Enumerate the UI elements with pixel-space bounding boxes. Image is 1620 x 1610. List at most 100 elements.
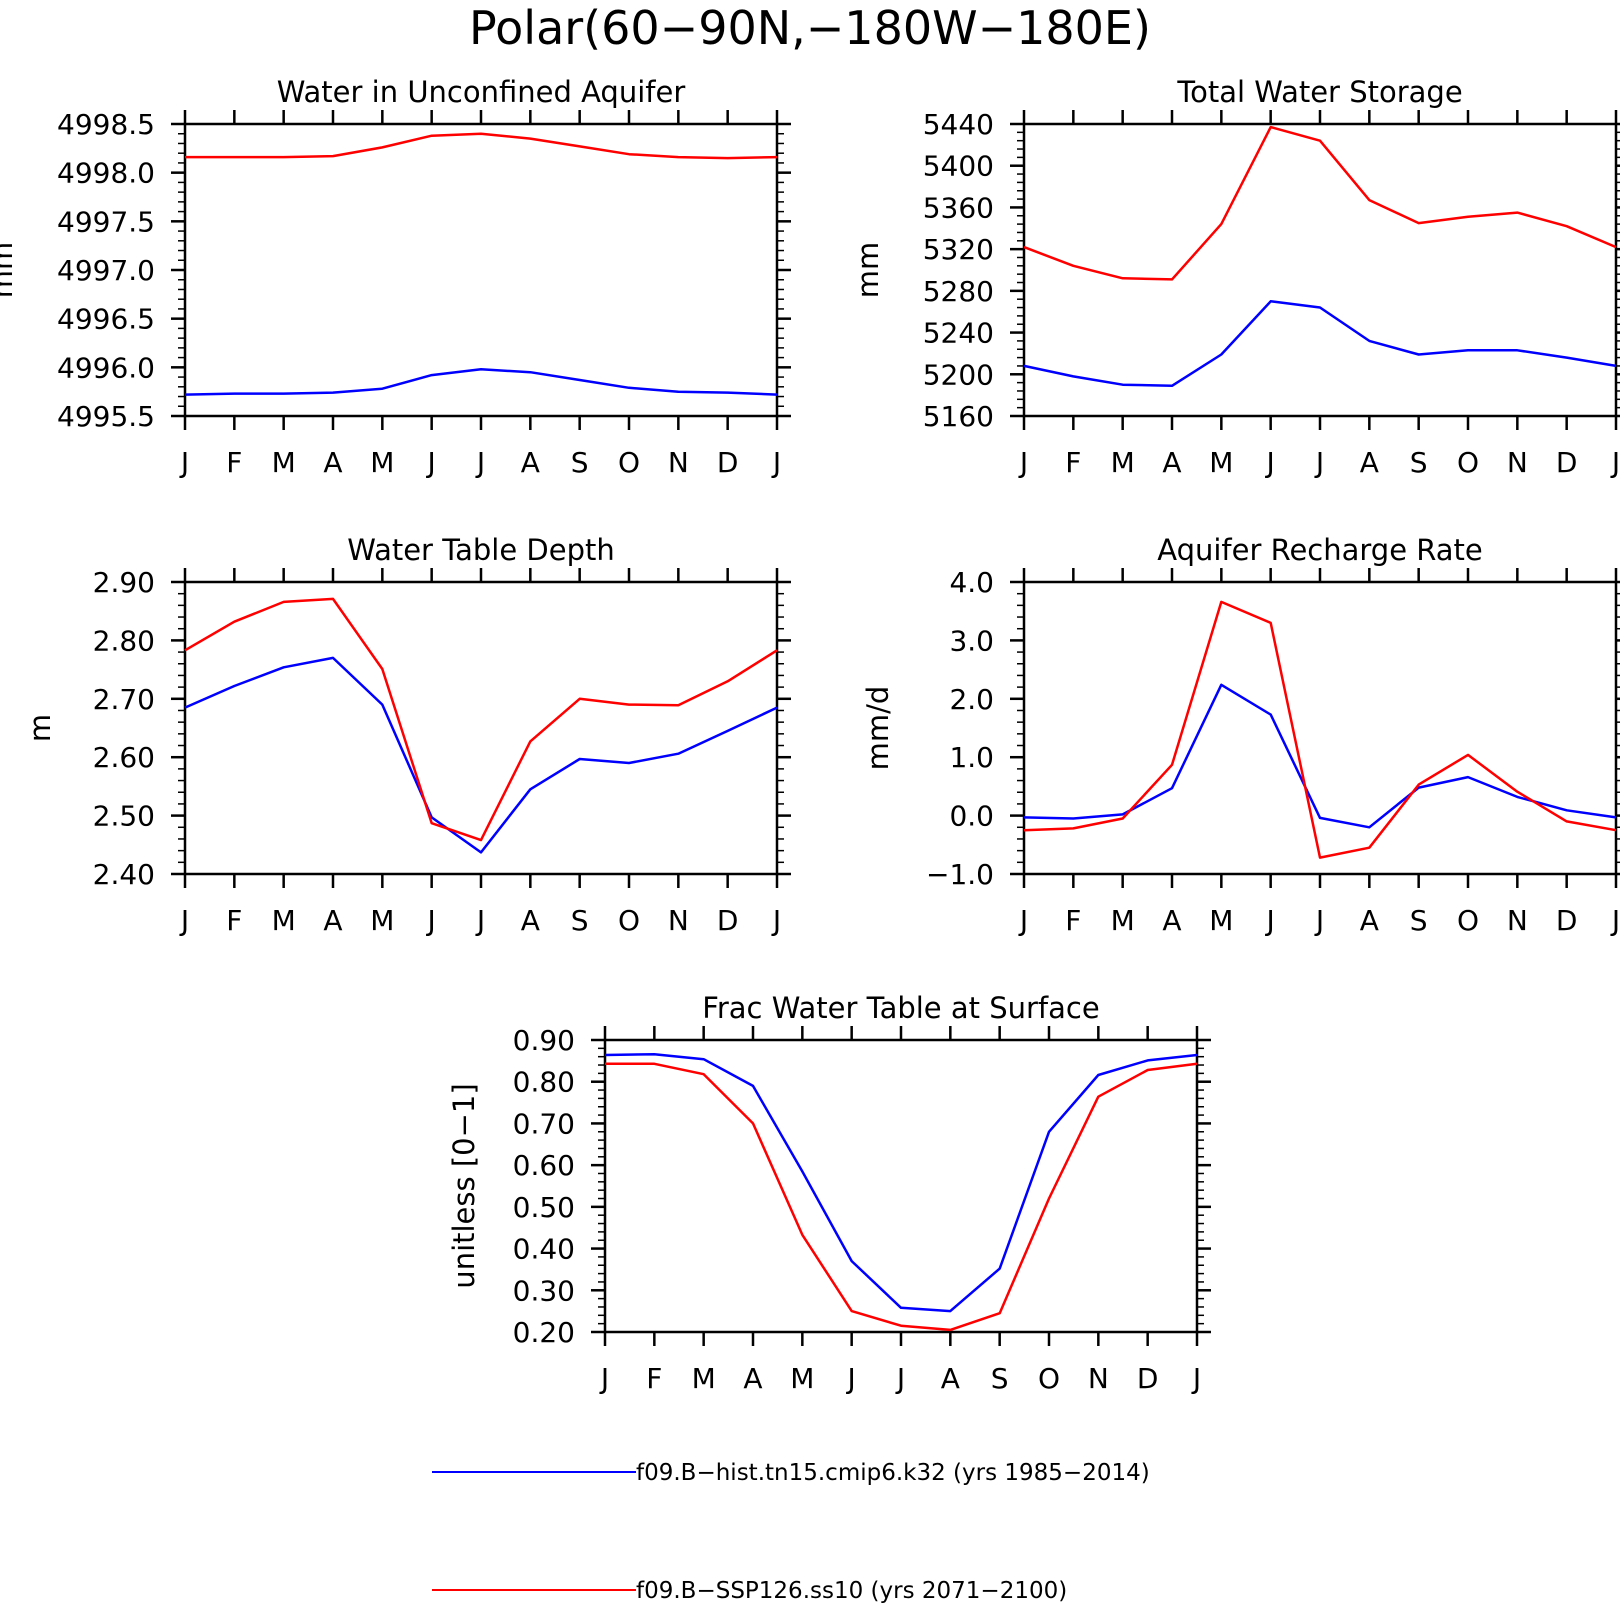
legend-entry: f09.B−SSP126.ss10 (yrs 2071−2100) bbox=[432, 1578, 1067, 1604]
x-tick-label: N bbox=[668, 904, 689, 937]
legend-label: f09.B−SSP126.ss10 (yrs 2071−2100) bbox=[636, 1578, 1067, 1604]
x-tick-label: A bbox=[1162, 904, 1181, 937]
x-tick-label: J bbox=[599, 1362, 609, 1395]
y-tick-label: 0.20 bbox=[513, 1316, 575, 1349]
x-tick-label: J bbox=[1610, 904, 1620, 937]
series-line bbox=[1023, 300, 1617, 388]
x-tick-label: J bbox=[475, 904, 485, 937]
x-tick-label: J bbox=[1265, 904, 1275, 937]
x-tick-label: A bbox=[521, 446, 540, 479]
y-tick-label: 5360 bbox=[923, 191, 994, 224]
x-tick-label: N bbox=[1088, 1362, 1109, 1395]
y-tick-label: 4997.0 bbox=[57, 254, 155, 287]
x-tick-label: N bbox=[1507, 446, 1528, 479]
x-tick-label: J bbox=[1018, 904, 1028, 937]
plot-frame bbox=[1022, 580, 1618, 876]
series-line bbox=[604, 1052, 1198, 1313]
y-tick-label: 0.90 bbox=[513, 1024, 575, 1057]
chart-panel: Frac Water Table at Surface unitless [0−1… bbox=[447, 991, 1211, 1395]
series-line bbox=[184, 368, 778, 396]
x-tick-label: O bbox=[1457, 904, 1479, 937]
y-axis-label: mm bbox=[0, 242, 19, 299]
y-tick-label: 5400 bbox=[923, 150, 994, 183]
y-tick-label: 2.40 bbox=[93, 858, 155, 891]
x-tick-label: M bbox=[370, 446, 394, 479]
legend-label: f09.B−hist.tn15.cmip6.k32 (yrs 1985−2014… bbox=[636, 1460, 1150, 1486]
y-tick-label: 4.0 bbox=[949, 566, 994, 599]
x-tick-label: M bbox=[790, 1362, 814, 1395]
y-tick-label: 0.70 bbox=[513, 1107, 575, 1140]
x-tick-label: A bbox=[323, 904, 342, 937]
x-tick-label: O bbox=[618, 904, 640, 937]
x-tick-label: M bbox=[1111, 446, 1135, 479]
plot-frame bbox=[183, 122, 779, 418]
x-tick-label: A bbox=[1162, 446, 1181, 479]
x-tick-label: A bbox=[1360, 904, 1379, 937]
y-tick-label: −1.0 bbox=[926, 858, 994, 891]
y-axis-label: unitless [0−1] bbox=[447, 1083, 481, 1288]
y-tick-label: 4996.5 bbox=[57, 303, 155, 336]
x-tick-label: J bbox=[1191, 1362, 1201, 1395]
x-tick-label: M bbox=[1111, 904, 1135, 937]
x-tick-label: J bbox=[179, 904, 189, 937]
y-tick-label: 2.80 bbox=[93, 624, 155, 657]
x-tick-label: S bbox=[571, 446, 589, 479]
x-tick-label: A bbox=[323, 446, 342, 479]
chart-title: Water in Unconfined Aquifer bbox=[277, 75, 686, 109]
x-tick-label: J bbox=[426, 904, 436, 937]
y-tick-label: 0.80 bbox=[513, 1066, 575, 1099]
y-axis-label: mm/d bbox=[861, 686, 895, 771]
x-tick-label: J bbox=[771, 446, 781, 479]
x-tick-label: D bbox=[717, 446, 739, 479]
x-tick-label: M bbox=[692, 1362, 716, 1395]
x-tick-label: M bbox=[1209, 446, 1233, 479]
x-tick-label: J bbox=[426, 446, 436, 479]
plot-frame bbox=[603, 1038, 1199, 1334]
y-tick-label: 3.0 bbox=[949, 624, 994, 657]
x-tick-label: F bbox=[646, 1362, 662, 1395]
series-line bbox=[184, 656, 778, 854]
chart-title: Aquifer Recharge Rate bbox=[1157, 533, 1483, 567]
y-tick-label: 4995.5 bbox=[57, 400, 155, 433]
x-tick-label: N bbox=[1507, 904, 1528, 937]
x-tick-label: J bbox=[895, 1362, 905, 1395]
y-tick-label: 0.40 bbox=[513, 1233, 575, 1266]
x-tick-label: J bbox=[475, 446, 485, 479]
x-tick-label: A bbox=[743, 1362, 762, 1395]
x-tick-label: M bbox=[272, 446, 296, 479]
y-tick-label: 4998.5 bbox=[57, 108, 155, 141]
x-tick-label: M bbox=[370, 904, 394, 937]
x-tick-label: J bbox=[1018, 446, 1028, 479]
y-tick-label: 5200 bbox=[923, 358, 994, 391]
x-tick-label: A bbox=[521, 904, 540, 937]
y-tick-label: 2.90 bbox=[93, 566, 155, 599]
chart-title: Water Table Depth bbox=[347, 533, 615, 567]
y-tick-label: 5440 bbox=[923, 108, 994, 141]
x-tick-label: M bbox=[272, 904, 296, 937]
series-line bbox=[1023, 600, 1617, 859]
x-tick-label: D bbox=[1137, 1362, 1159, 1395]
y-axis-label: mm bbox=[851, 242, 885, 299]
series-line bbox=[1023, 125, 1617, 281]
y-tick-label: 1.0 bbox=[949, 741, 994, 774]
y-tick-label: 4996.0 bbox=[57, 351, 155, 384]
figure-title: Polar(60−90N,−180W−180E) bbox=[469, 1, 1151, 55]
x-tick-label: N bbox=[668, 446, 689, 479]
legend: f09.B−hist.tn15.cmip6.k32 (yrs 1985−2014… bbox=[432, 1460, 1150, 1604]
y-tick-label: 5320 bbox=[923, 233, 994, 266]
x-tick-label: A bbox=[941, 1362, 960, 1395]
y-tick-label: 5280 bbox=[923, 275, 994, 308]
x-tick-label: J bbox=[179, 446, 189, 479]
x-tick-label: S bbox=[1410, 904, 1428, 937]
plot-frame bbox=[183, 580, 779, 876]
series-line bbox=[605, 1062, 1198, 1332]
x-tick-label: D bbox=[1556, 446, 1578, 479]
x-tick-label: F bbox=[1065, 904, 1081, 937]
series-line bbox=[185, 132, 778, 160]
x-tick-label: S bbox=[991, 1362, 1009, 1395]
x-tick-label: J bbox=[1610, 446, 1620, 479]
y-tick-label: 0.30 bbox=[513, 1274, 575, 1307]
